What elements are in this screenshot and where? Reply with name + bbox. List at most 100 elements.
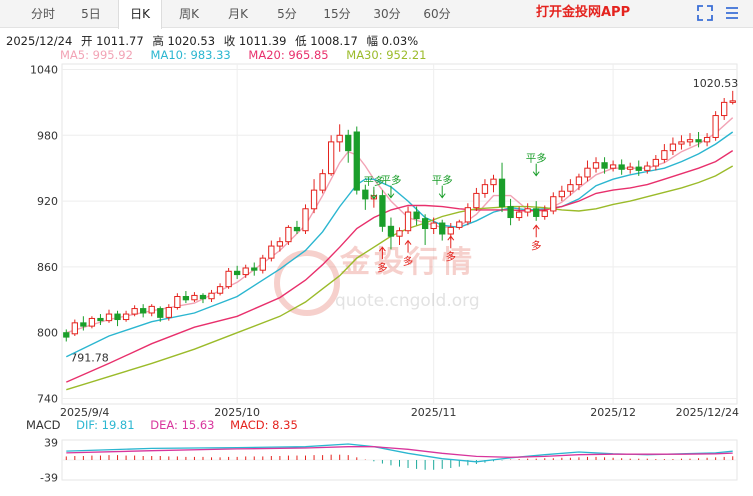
candle-body xyxy=(71,322,78,335)
candle-body xyxy=(481,184,489,194)
candle-body xyxy=(165,306,172,318)
tab-weekly-k[interactable]: 周K xyxy=(179,7,199,21)
tab-30min[interactable]: 30分 xyxy=(373,7,401,21)
candle-body xyxy=(669,143,677,152)
change-label: 幅 xyxy=(366,34,378,48)
candle-body xyxy=(490,178,497,186)
grid xyxy=(61,63,738,481)
signal-long: 多 xyxy=(403,255,414,268)
candle-body xyxy=(285,226,292,243)
candle-body xyxy=(225,270,232,288)
x-tick-label: 2025/12 xyxy=(590,406,636,419)
candle-body xyxy=(182,296,190,301)
candle-body xyxy=(601,162,608,169)
signal-long: 多 xyxy=(446,250,457,263)
signal-down-arrow xyxy=(438,185,446,199)
y-tick-label: 860 xyxy=(37,261,58,274)
tab-5day[interactable]: 5日 xyxy=(81,7,101,21)
candle-body xyxy=(122,313,130,321)
candle-body xyxy=(276,241,284,247)
candle-body xyxy=(293,226,301,232)
candle-body xyxy=(336,134,343,143)
tab-intraday[interactable]: 分时 xyxy=(30,7,55,21)
tab-15min[interactable]: 15分 xyxy=(323,7,351,21)
signal-up-arrow xyxy=(447,235,455,249)
ma10-legend: MA10: 983.33 xyxy=(150,48,231,62)
candle-body xyxy=(216,286,224,294)
candle-body xyxy=(191,294,198,301)
candle-body xyxy=(251,267,258,271)
candle-body xyxy=(353,131,360,191)
ma20-legend: MA20: 965.85 xyxy=(248,48,329,62)
candle-body xyxy=(404,211,412,232)
candle-body xyxy=(678,141,685,145)
macd-y-tick-label: 39 xyxy=(44,437,58,450)
low-price-label: 791.78 xyxy=(70,351,109,364)
close-label: 收 xyxy=(223,34,236,48)
candles xyxy=(63,90,736,342)
candle-body xyxy=(379,195,386,227)
candle-body xyxy=(712,115,719,138)
candle-body xyxy=(498,178,506,208)
candle-body xyxy=(430,222,437,230)
menu-icon[interactable] xyxy=(723,4,741,22)
plot-frame xyxy=(61,63,738,405)
period-tab-bar: 分时 5日 日K 周K 月K 5分 15分 30分 60分 打开金投网APP xyxy=(0,0,753,29)
signal-up-arrow xyxy=(404,239,412,253)
tab-60min[interactable]: 60分 xyxy=(423,7,451,21)
macd-y-tick-label: -39 xyxy=(40,471,58,484)
candle-body xyxy=(592,162,600,169)
candle-body xyxy=(635,166,642,171)
dea-line xyxy=(66,446,733,458)
open-label: 开 xyxy=(80,34,93,48)
candle-body xyxy=(242,267,249,276)
signal-down-arrow xyxy=(387,185,395,199)
tab-5min[interactable]: 5分 xyxy=(277,7,297,21)
candle-body xyxy=(310,189,318,210)
candle-body xyxy=(302,208,309,232)
signal-close-long: 平多 xyxy=(380,174,401,187)
candle-body xyxy=(199,294,207,300)
candle-body xyxy=(524,208,531,213)
candle-body xyxy=(729,100,736,103)
tab-daily-k[interactable]: 日K xyxy=(118,0,162,29)
candle-body xyxy=(558,190,565,198)
high-value: 1020.53 xyxy=(167,34,216,48)
candle-body xyxy=(148,305,155,314)
tab-monthly-k[interactable]: 月K xyxy=(228,7,248,21)
candle-body xyxy=(721,101,728,117)
signal-up-arrow xyxy=(532,224,540,238)
candle-body xyxy=(473,192,480,209)
dea-legend: DEA: 15.63 xyxy=(150,418,215,432)
candle-body xyxy=(413,211,420,220)
open-value: 1011.77 xyxy=(96,34,144,48)
y-tick-label: 1040 xyxy=(30,63,58,76)
macd-title: MACD xyxy=(26,418,61,432)
candle-body xyxy=(447,226,454,235)
candle-body xyxy=(627,166,634,170)
x-tick-label: 2025/12/24 xyxy=(676,406,739,419)
ma-legend: MA5: 995.92 MA10: 983.33 MA20: 965.85 MA… xyxy=(60,48,440,62)
candle-body xyxy=(541,210,548,217)
open-app-link[interactable]: 打开金投网APP xyxy=(536,5,631,20)
candle-body xyxy=(259,257,266,271)
candle-body xyxy=(550,196,557,212)
watermark-title: 金投行情 xyxy=(339,245,476,280)
signal-down-arrow xyxy=(532,163,540,177)
fullscreen-icon[interactable] xyxy=(696,4,714,22)
ma5-legend: MA5: 995.92 xyxy=(60,48,133,62)
signal-close-long: 平多 xyxy=(363,175,384,188)
candle-body xyxy=(234,270,241,276)
signal-up-arrow xyxy=(379,246,386,260)
candle-body xyxy=(114,313,121,321)
candle-body xyxy=(644,165,651,171)
candle-body xyxy=(105,313,113,322)
candle-body xyxy=(515,211,523,219)
candle-body xyxy=(396,230,403,237)
candle-body xyxy=(652,158,659,167)
candle-body xyxy=(80,322,87,327)
candle-body xyxy=(97,317,104,322)
